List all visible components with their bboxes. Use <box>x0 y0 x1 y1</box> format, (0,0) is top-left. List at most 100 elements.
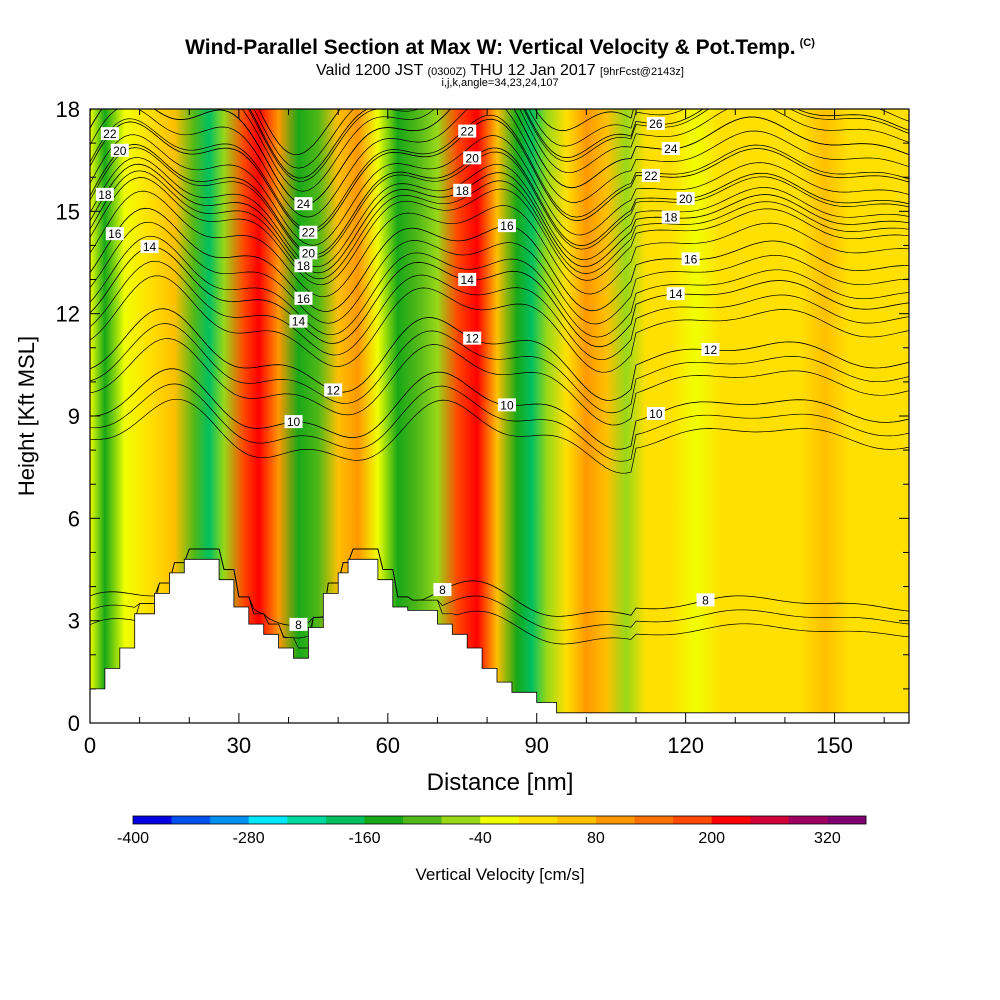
contour-label-bg <box>661 210 680 224</box>
colorbar-tick-label: -400 <box>117 830 149 847</box>
contour-label-bg <box>100 127 119 141</box>
colorbar-swatch <box>673 816 712 824</box>
contour-label-bg <box>463 151 482 165</box>
colorbar-swatch <box>364 816 404 824</box>
y-axis: 0 3 6 9 12 15 18 <box>56 97 909 736</box>
contour-label: 10 <box>649 407 663 421</box>
grid-indices: i,j,k,angle=34,23,24,107 <box>441 77 559 89</box>
theta-contour <box>90 235 909 338</box>
colorbar-swatch <box>750 816 790 824</box>
theta-contour <box>90 383 909 462</box>
colorbar-swatch <box>518 816 558 824</box>
contour-label-bg <box>666 287 685 301</box>
colorbar-swatch <box>325 816 365 824</box>
contour-label-bg <box>294 291 313 305</box>
contour-label: 24 <box>297 197 311 211</box>
copyright-mark: (C) <box>799 37 815 49</box>
theta-contour <box>90 147 909 258</box>
y-tick-label: 0 <box>68 711 80 736</box>
theta-contour <box>90 398 909 474</box>
contour-label: 20 <box>466 151 480 165</box>
colorbar-swatch <box>210 816 250 824</box>
colorbar-swatch <box>480 816 520 824</box>
colorbar-swatch <box>441 816 481 824</box>
colorbar-swatch <box>557 816 597 824</box>
contour-label-bg <box>497 219 516 233</box>
contour-label-bg <box>299 225 318 239</box>
contour-label: 12 <box>466 332 480 346</box>
colorbar-swatch <box>248 816 288 824</box>
contour-label: 20 <box>679 192 693 206</box>
colorbar-tick-label: 320 <box>814 830 841 847</box>
contour-label-bg <box>324 383 343 397</box>
contour-label-bg <box>647 95 665 108</box>
colorbar-swatch <box>133 816 172 824</box>
contour-label-bg <box>497 398 516 412</box>
contour-label: 22 <box>461 125 475 139</box>
valid-utc: (0300Z) <box>427 66 467 78</box>
contour-label: 12 <box>327 383 341 397</box>
contour-label-bg <box>641 168 660 182</box>
contour-label-bg <box>299 246 318 260</box>
valid-date: THU 12 Jan 2017 <box>470 62 596 79</box>
colorbar-swatch <box>827 816 867 824</box>
contour-label: 16 <box>108 227 122 241</box>
theta-contour <box>90 275 909 373</box>
y-tick-label: 9 <box>68 404 80 429</box>
contour-label: 14 <box>461 273 475 287</box>
contour-label-bg <box>95 187 114 201</box>
contour-label: 10 <box>287 415 301 429</box>
contour-label-bg <box>284 415 303 429</box>
contour-label: 10 <box>500 398 514 412</box>
contour-label: 16 <box>297 292 311 306</box>
contour-label-bg <box>463 331 482 345</box>
colorbar: -400 -280 -160 -40 80 200 320 <box>117 815 867 847</box>
colorbar-frame <box>132 815 867 825</box>
contour-label-bg <box>294 197 313 211</box>
theta-contour <box>90 118 909 234</box>
theta-contour <box>90 170 909 280</box>
colorbar-swatch <box>788 816 828 824</box>
y-tick-label: 15 <box>56 199 80 224</box>
theta-contour <box>90 190 909 298</box>
x-tick-label: 30 <box>227 733 251 758</box>
y-tick-label: 12 <box>56 302 80 327</box>
contour-label-bg <box>289 314 308 328</box>
contour-label: 20 <box>302 246 316 260</box>
forecast-info: [9hrFcst@2143z] <box>600 66 684 78</box>
contour-label-bg <box>294 259 313 273</box>
valid-prefix: Valid 1200 JST <box>316 62 424 79</box>
x-tick-label: 150 <box>816 733 853 758</box>
contour-label-bg <box>646 406 665 420</box>
theta-contour <box>90 308 909 401</box>
contour-label: 18 <box>456 184 470 198</box>
contour-label-bg <box>110 143 129 157</box>
colorbar-swatch <box>634 816 674 824</box>
x-tick-label: 120 <box>667 733 704 758</box>
colorbar-tick-label: 200 <box>698 830 725 847</box>
contour-label: 8 <box>702 593 709 607</box>
theta-contour <box>90 143 909 255</box>
theta-contour <box>90 338 909 426</box>
contour-label-bg <box>453 183 472 197</box>
theta-contour <box>90 109 909 218</box>
contour-label: 24 <box>664 142 678 156</box>
contour-label-bg <box>646 117 665 131</box>
theta-contour <box>90 323 909 414</box>
theta-contour <box>90 134 909 246</box>
colorbar-tick-label: -160 <box>348 830 380 847</box>
x-axis-label: Distance [nm] <box>427 769 574 796</box>
colorbar-tick-label: -280 <box>233 830 265 847</box>
contour-label: 18 <box>664 211 678 225</box>
y-axis-label: Height [Kft MSL] <box>14 336 39 496</box>
contour-label-bg <box>140 240 159 254</box>
contour-label: 18 <box>297 259 311 273</box>
x-tick-label: 90 <box>524 733 548 758</box>
contour-label: 8 <box>439 583 446 597</box>
colorbar-swatch <box>595 816 635 824</box>
colorbar-swatch <box>711 816 751 824</box>
contour-label: 16 <box>500 219 514 233</box>
colorbar-swatch <box>403 816 442 824</box>
title-text: Wind-Parallel Section at Max W: Vertical… <box>185 36 796 59</box>
